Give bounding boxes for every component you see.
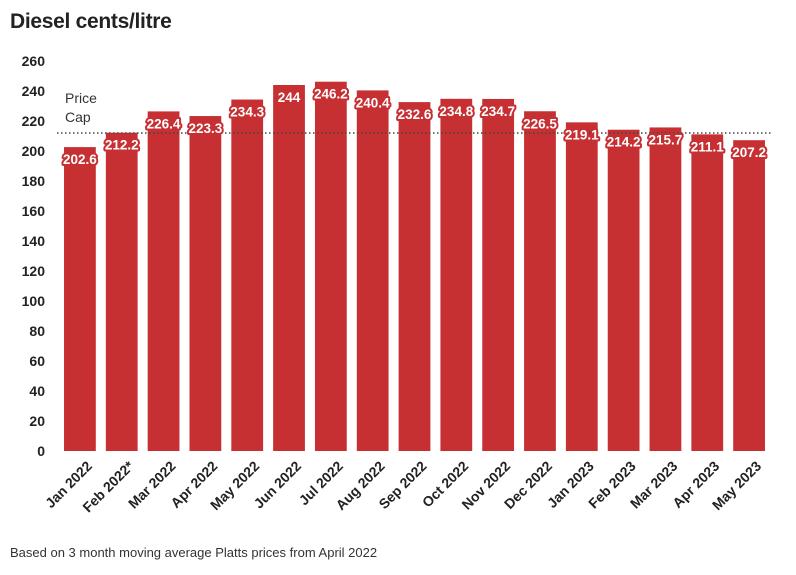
bar-value-label: 234.7 bbox=[481, 104, 515, 119]
bar-value-label: 212.2 bbox=[105, 138, 139, 153]
bar bbox=[189, 116, 222, 452]
y-tick-label: 20 bbox=[29, 413, 45, 429]
y-tick-label: 80 bbox=[29, 323, 45, 339]
y-tick-label: 160 bbox=[22, 203, 46, 219]
price-cap-label: Cap bbox=[65, 109, 91, 125]
bar-value-label: 223.3 bbox=[188, 121, 222, 136]
y-tick-label: 240 bbox=[22, 83, 46, 99]
bar bbox=[314, 81, 347, 451]
bar bbox=[565, 122, 598, 451]
bar bbox=[105, 132, 138, 451]
y-tick-label: 220 bbox=[22, 113, 46, 129]
bar-value-label: 226.5 bbox=[523, 116, 557, 131]
y-tick-label: 60 bbox=[29, 353, 45, 369]
bar bbox=[482, 98, 515, 451]
bar bbox=[147, 111, 180, 452]
bar bbox=[607, 129, 640, 451]
chart-title: Diesel cents/litre bbox=[10, 10, 172, 33]
bar-value-label: 215.7 bbox=[649, 132, 683, 147]
y-tick-label: 120 bbox=[22, 263, 46, 279]
bar bbox=[733, 140, 765, 451]
bar-value-label: 214.2 bbox=[607, 135, 641, 150]
data-labels: 202.6 212.2 226.4 223.3 234.3 244 246.2 240.4 23… bbox=[61, 85, 768, 169]
bar-value-label: 211.1 bbox=[691, 139, 725, 154]
y-axis: 0 20 40 60 80 100 120 140 160 180 200 220 240 260 bbox=[22, 53, 46, 459]
bar-value-label: 202.6 bbox=[63, 152, 97, 167]
bar-value-label: 232.6 bbox=[398, 107, 432, 122]
y-tick-label: 140 bbox=[22, 233, 46, 249]
bar bbox=[524, 111, 556, 451]
footnote: Based on 3 month moving average Platts p… bbox=[10, 545, 378, 560]
y-tick-label: 200 bbox=[22, 143, 46, 159]
bar-value-label: 234.3 bbox=[230, 105, 264, 120]
price-cap-reference: Price Cap bbox=[57, 90, 772, 134]
bar bbox=[691, 134, 724, 451]
bar bbox=[440, 98, 473, 452]
y-tick-label: 260 bbox=[22, 53, 46, 69]
bar bbox=[231, 99, 264, 452]
y-tick-label: 180 bbox=[22, 173, 46, 189]
bar-value-label: 207.2 bbox=[732, 145, 766, 160]
bars bbox=[64, 81, 765, 452]
bar-value-label: 246.2 bbox=[314, 87, 348, 102]
bar bbox=[398, 102, 431, 451]
bar-value-label: 240.4 bbox=[356, 95, 390, 110]
bar-value-label: 234.8 bbox=[439, 104, 473, 119]
bar-value-label: 226.4 bbox=[147, 116, 181, 131]
bar bbox=[356, 90, 389, 452]
bar bbox=[649, 127, 682, 451]
bar bbox=[64, 147, 96, 451]
y-tick-label: 100 bbox=[22, 293, 46, 309]
bar-value-label: 244 bbox=[278, 90, 301, 105]
price-cap-label: Price bbox=[65, 90, 97, 106]
bar-value-label: 219.1 bbox=[565, 127, 599, 142]
bar bbox=[273, 85, 305, 451]
y-tick-label: 40 bbox=[29, 383, 45, 399]
y-tick-label: 0 bbox=[37, 443, 45, 459]
